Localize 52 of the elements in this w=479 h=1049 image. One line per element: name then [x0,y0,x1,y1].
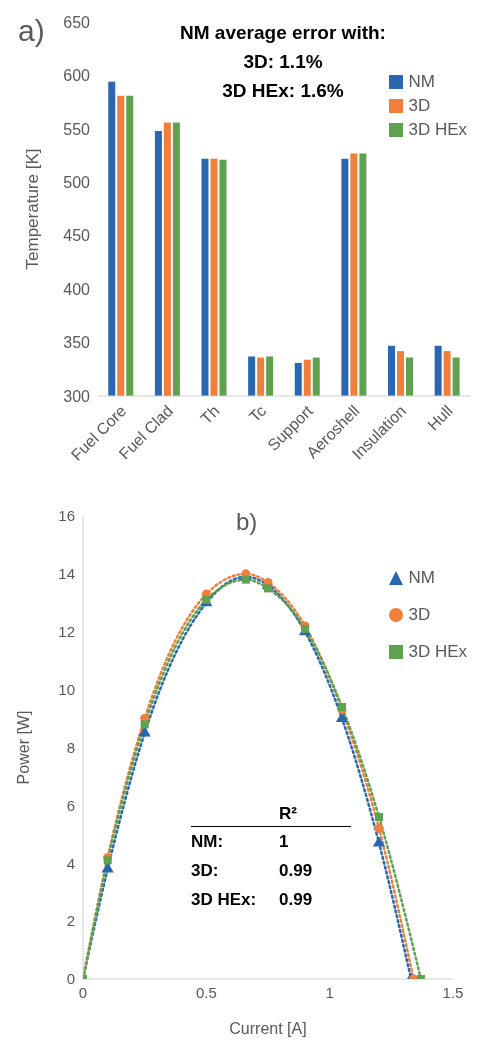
y-tick-label: 12 [58,623,75,641]
x-tick-label: 0.5 [195,983,217,1001]
y-tick-label: 0 [66,970,75,988]
y-tick-label: 600 [63,67,91,85]
point [241,575,250,584]
annotation: 3D: 1.1% [243,51,323,72]
point [264,584,272,593]
annotation: 3D HEx: 1.6% [222,80,344,101]
annotation: 0.99 [279,860,313,882]
y-tick-label: 16 [58,507,75,525]
annotation: R² [191,804,351,827]
point [372,835,386,847]
x-tick-label: Tc [245,402,270,426]
x-axis-title: Current [A] [229,1020,307,1037]
x-tick-label: 1.5 [442,983,464,1001]
y-tick-label: 450 [63,227,91,245]
point [374,824,384,834]
y-axis-title: Power [W] [14,710,32,785]
y-tick-label: 350 [63,334,91,352]
y-tick-label: 550 [63,120,91,138]
annotation: 3D HEx: [191,889,258,911]
annotation: 3D: [191,860,220,882]
point [103,856,112,865]
legend-label: 3D [408,604,431,625]
annotation: 1 [279,831,289,853]
y-tick-label: 300 [63,387,91,405]
y-tick-label: 6 [66,796,75,814]
y-tick-label: 4 [66,854,75,872]
chart-title: a) [18,14,45,48]
legend-label: 3D HEx [408,120,467,140]
annotation: NM average error with: [179,21,387,45]
legend-label: 3D HEx [408,641,467,662]
point [375,812,383,821]
point [140,720,149,729]
x-tick-label: Th [197,402,223,428]
legend-label: NM [408,72,435,92]
y-tick-label: 650 [63,13,91,31]
point [338,702,346,711]
y-tick-label: 2 [66,912,75,930]
x-tick-label: Hull [424,402,456,434]
y-tick-label: 14 [58,565,75,583]
legend-label: NM [408,567,435,588]
chart-title: b) [236,508,258,536]
y-tick-label: 8 [66,738,75,756]
annotation: 0.99 [279,889,313,911]
y-axis-title: Temperature [K] [23,148,43,270]
y-tick-label: 400 [63,280,91,298]
y-tick-label: 500 [63,173,91,191]
legend-label: 3D [408,96,431,116]
annotation: NM: [191,831,225,853]
x-tick-label: 1 [325,983,334,1001]
y-tick-label: 10 [58,680,75,698]
